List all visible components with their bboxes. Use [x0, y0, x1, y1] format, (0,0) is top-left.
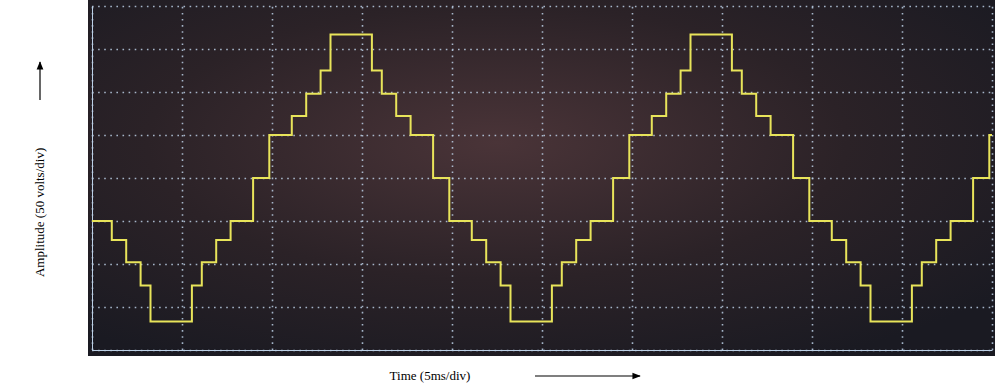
x-grid-line [182, 6, 184, 350]
y-tick [92, 221, 992, 222]
y-tick [92, 135, 992, 136]
y-tick [92, 350, 992, 351]
x-tick [992, 6, 993, 350]
y-grid-line [92, 49, 992, 51]
y-grid-line [92, 221, 992, 223]
y-grid-line [92, 135, 992, 137]
x-tick [722, 6, 723, 350]
x-tick [542, 6, 543, 350]
x-tick [362, 6, 363, 350]
x-axis [93, 6, 993, 351]
scope-screen [88, 0, 995, 356]
x-tick [902, 6, 903, 350]
y-tick [92, 6, 992, 7]
y-axis [92, 7, 992, 351]
y-grid-line [92, 178, 992, 180]
y-grid-line [92, 92, 992, 94]
x-grid-line [542, 6, 544, 350]
y-tick [92, 264, 992, 265]
y-grid-line [92, 264, 992, 266]
x-tick [272, 6, 273, 350]
x-arrow [535, 375, 640, 376]
x-title-group: Time (5ms/div) [390, 368, 640, 383]
y-grid-line [92, 350, 992, 352]
y-tick [92, 92, 992, 93]
x-axis-title: Time (5ms/div) [390, 368, 471, 383]
y-title-group: Amplitude (50 volts/div) [32, 62, 47, 277]
y-tick [92, 178, 992, 179]
y-grid-line [92, 307, 992, 309]
x-tick [632, 6, 633, 350]
y-arrow [39, 62, 40, 100]
x-grid-line [632, 6, 634, 350]
x-grid-line [992, 6, 994, 350]
x-axis-line [93, 350, 993, 351]
chart: Amplitude (50 volts/div) Time (5ms/div) [0, 0, 995, 387]
x-tick [182, 6, 183, 350]
trace [92, 34, 992, 321]
x-grid-line [722, 6, 724, 350]
y-tick [92, 49, 992, 50]
y-tick [92, 307, 992, 308]
y-grid-line [92, 6, 992, 8]
y-axis-title: Amplitude (50 volts/div) [32, 148, 47, 277]
x-grid-line [902, 6, 904, 350]
x-grid-line [272, 6, 274, 350]
plot-area [92, 34, 992, 321]
